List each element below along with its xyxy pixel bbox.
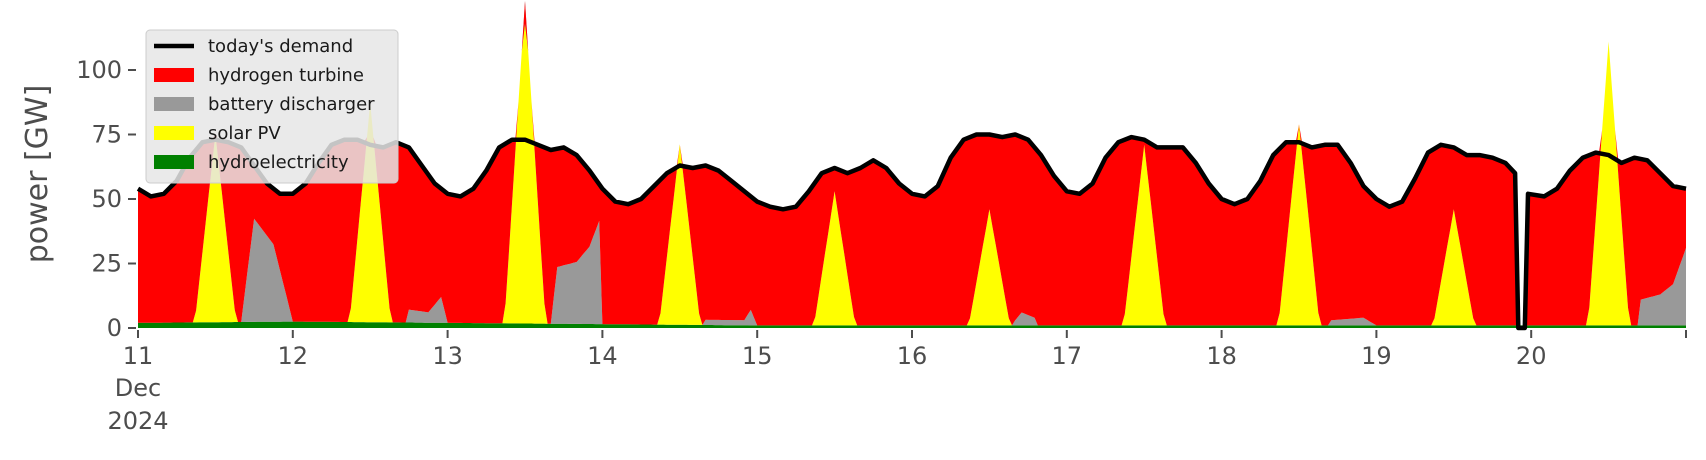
y-tick-label: 50 <box>91 185 122 213</box>
x-tick-label: 13 <box>432 342 463 370</box>
x-tick-label: 11 <box>123 342 154 370</box>
x-tick-label: 19 <box>1361 342 1392 370</box>
area-solar-pv <box>138 23 1686 326</box>
x-tick-label: 12 <box>278 342 309 370</box>
y-tick-label: 100 <box>76 56 122 84</box>
area-hydrogen-turbine <box>138 1 1686 326</box>
x-tick-sublabel: 2024 <box>107 407 168 435</box>
legend-label: hydroelectricity <box>208 152 349 173</box>
legend: today's demand hydrogen turbine battery di… <box>145 29 399 184</box>
y-tick-label: 75 <box>91 121 122 149</box>
demand-line <box>136 132 1687 331</box>
x-tick-label: 18 <box>1206 342 1237 370</box>
legend-label: solar PV <box>208 123 281 144</box>
x-tick-label: 15 <box>742 342 773 370</box>
legend-swatch <box>154 68 194 82</box>
legend-swatch <box>154 155 194 169</box>
x-axis: 11 Dec 2024 12 13 14 15 16 17 18 19 20 <box>107 330 1687 435</box>
y-tick-label: 0 <box>107 314 122 342</box>
legend-label: today's demand <box>208 36 353 57</box>
legend-swatch <box>154 126 194 140</box>
y-axis: 0 25 50 75 100 <box>76 56 136 342</box>
x-tick-label: 16 <box>897 342 928 370</box>
legend-label: battery discharger <box>208 94 375 115</box>
area-hydroelectricity <box>138 321 1686 328</box>
x-tick-label: 17 <box>1052 342 1083 370</box>
demand-line-group <box>136 132 1687 331</box>
y-axis-label: power [GW] <box>20 85 55 264</box>
stacked-areas <box>138 1 1686 328</box>
x-tick-sublabel: Dec <box>115 374 161 402</box>
legend-box <box>145 29 399 184</box>
legend-swatch <box>154 97 194 111</box>
x-tick-label: 20 <box>1516 342 1547 370</box>
plot-area <box>136 1 1687 331</box>
legend-label: hydrogen turbine <box>208 65 364 86</box>
x-tick-label: 14 <box>587 342 618 370</box>
y-tick-label: 25 <box>91 250 122 278</box>
